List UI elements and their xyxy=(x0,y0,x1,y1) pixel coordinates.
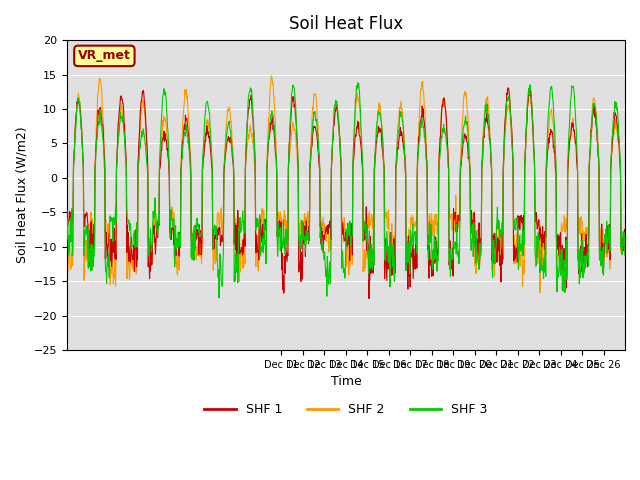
X-axis label: Time: Time xyxy=(330,375,361,388)
Y-axis label: Soil Heat Flux (W/m2): Soil Heat Flux (W/m2) xyxy=(15,127,28,264)
Text: VR_met: VR_met xyxy=(78,49,131,62)
Title: Soil Heat Flux: Soil Heat Flux xyxy=(289,15,403,33)
Legend: SHF 1, SHF 2, SHF 3: SHF 1, SHF 2, SHF 3 xyxy=(200,398,492,421)
